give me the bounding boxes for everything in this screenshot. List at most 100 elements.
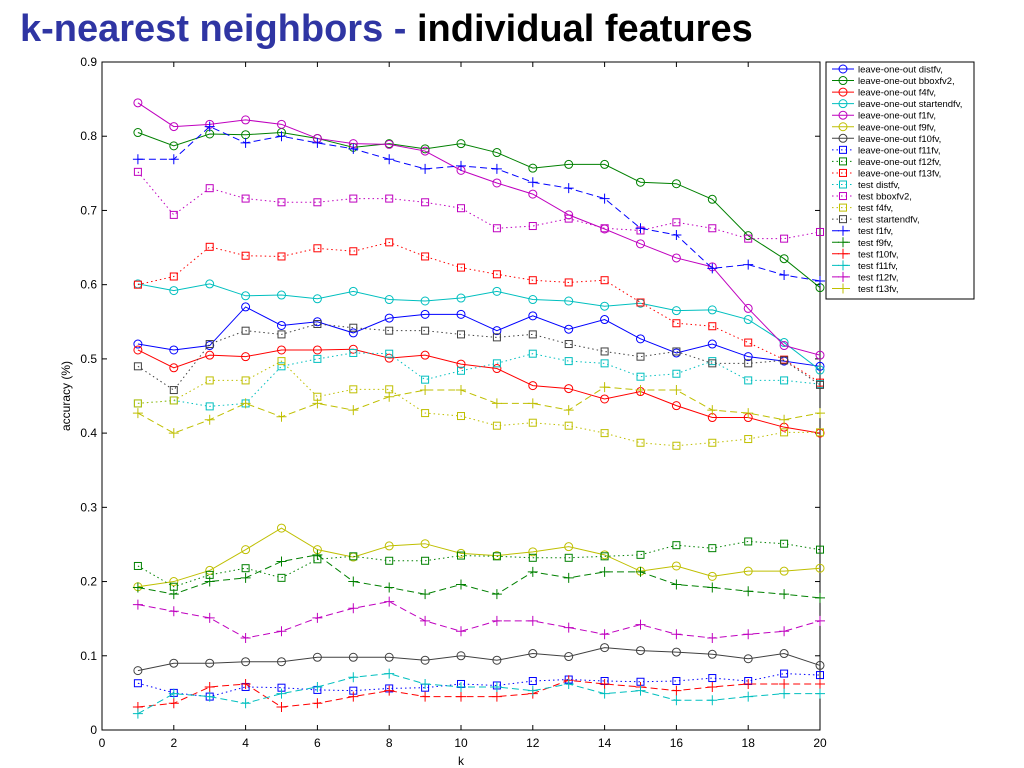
data-point xyxy=(599,566,610,577)
data-point xyxy=(277,198,286,207)
legend-marker xyxy=(838,87,848,97)
data-point xyxy=(420,655,430,665)
data-point xyxy=(420,691,431,702)
data-point xyxy=(241,115,251,125)
data-point xyxy=(636,352,645,361)
data-point xyxy=(564,384,574,394)
data-point xyxy=(385,238,394,247)
legend-label: test f12fv, xyxy=(858,272,898,283)
data-point xyxy=(384,582,395,593)
data-point xyxy=(277,523,286,533)
data-point xyxy=(385,349,394,358)
series-20 xyxy=(132,382,825,439)
data-point xyxy=(204,414,215,425)
data-point xyxy=(457,204,465,213)
data-point xyxy=(205,376,214,385)
data-point xyxy=(492,359,501,368)
data-point xyxy=(132,154,143,165)
data-point xyxy=(815,350,825,360)
data-point xyxy=(133,339,143,349)
legend-label: test f11fv, xyxy=(858,261,898,272)
data-point xyxy=(277,362,286,371)
legend-entry: test f10fv, xyxy=(832,248,898,260)
legend-entry: test distfv, xyxy=(832,180,900,191)
data-point xyxy=(456,651,466,661)
data-point xyxy=(527,566,538,577)
data-point xyxy=(276,701,287,712)
legend-entry: test startendfv, xyxy=(832,215,920,226)
series-19 xyxy=(132,596,825,643)
data-point xyxy=(528,649,538,659)
data-point xyxy=(636,177,645,187)
data-point xyxy=(564,159,574,169)
data-point xyxy=(600,301,610,311)
data-point xyxy=(420,589,431,600)
data-point xyxy=(169,658,179,668)
data-point xyxy=(528,330,537,339)
data-point xyxy=(743,303,753,313)
data-point xyxy=(599,678,610,689)
x-tick-label: 8 xyxy=(386,736,393,750)
series-18 xyxy=(132,668,825,719)
data-point xyxy=(240,398,251,409)
data-point xyxy=(779,338,789,348)
legend-marker xyxy=(838,283,848,294)
data-point xyxy=(707,305,717,315)
data-point xyxy=(672,677,681,686)
legend-marker xyxy=(839,168,847,177)
y-tick-label: 0.4 xyxy=(80,426,97,440)
data-point xyxy=(133,666,143,676)
data-point xyxy=(169,210,178,219)
data-point xyxy=(420,539,430,549)
data-point xyxy=(491,398,502,409)
legend-marker xyxy=(838,271,848,282)
data-point xyxy=(600,359,609,368)
x-tick-label: 12 xyxy=(526,736,540,750)
data-point xyxy=(671,229,682,240)
y-axis-label: accuracy (%) xyxy=(59,361,73,431)
data-point xyxy=(600,394,610,404)
data-point xyxy=(744,234,753,243)
data-point xyxy=(132,408,143,419)
data-point xyxy=(779,566,789,576)
data-point xyxy=(707,194,717,204)
series-line xyxy=(137,283,821,371)
legend-box xyxy=(825,61,975,300)
data-point xyxy=(491,589,502,600)
legend-label: leave-one-out f9fv, xyxy=(858,122,936,133)
data-point xyxy=(277,252,286,261)
data-point xyxy=(528,349,537,358)
data-point xyxy=(708,674,717,683)
legend-label: test distfv, xyxy=(858,180,900,191)
data-point xyxy=(240,137,251,148)
data-point xyxy=(349,385,358,394)
data-point xyxy=(277,320,286,330)
data-point xyxy=(312,345,322,355)
data-point xyxy=(384,313,394,323)
data-point xyxy=(277,573,286,582)
data-point xyxy=(743,691,754,702)
series-line xyxy=(137,360,820,447)
data-point xyxy=(564,652,574,662)
data-point xyxy=(384,652,394,662)
data-point xyxy=(600,347,609,356)
data-point xyxy=(780,356,789,365)
data-point xyxy=(312,549,323,560)
x-tick-label: 0 xyxy=(99,736,106,750)
data-point xyxy=(241,657,251,667)
data-point xyxy=(420,385,431,396)
data-point xyxy=(635,685,646,696)
legend-entry: test f12fv, xyxy=(832,271,898,283)
data-point xyxy=(671,253,681,263)
data-point xyxy=(277,357,286,366)
data-point xyxy=(708,544,717,553)
data-point xyxy=(635,223,646,234)
data-point xyxy=(816,671,824,680)
legend-label: test startendfv, xyxy=(858,215,920,226)
data-point xyxy=(348,603,359,614)
plot-area xyxy=(101,61,821,731)
data-point xyxy=(241,326,250,335)
x-tick-label: 20 xyxy=(813,736,827,750)
data-point xyxy=(564,296,574,306)
series-line xyxy=(137,527,821,588)
